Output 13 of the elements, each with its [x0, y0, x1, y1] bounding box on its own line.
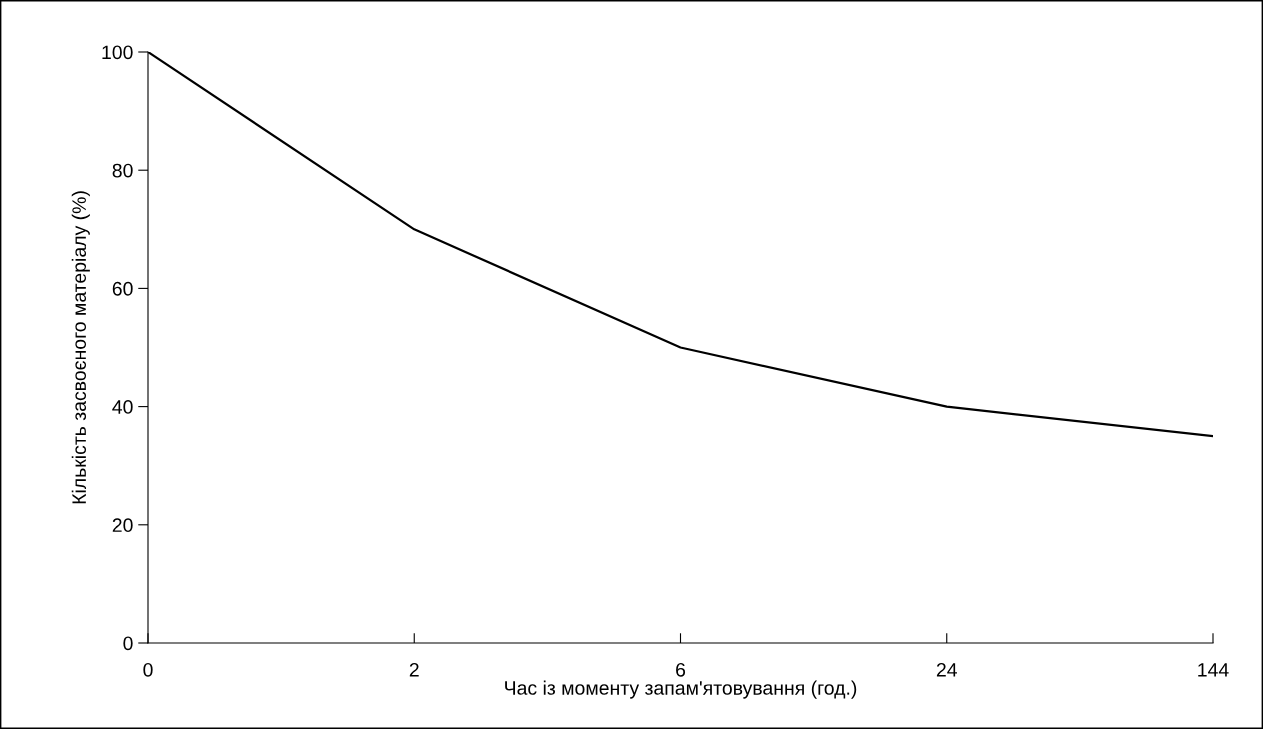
x-axis-title: Час із моменту запам'ятовування (год.) — [505, 680, 857, 699]
y-axis-title: Кількість засвоєного матеріалу (%) — [71, 191, 90, 504]
x-tick-label: 0 — [143, 662, 153, 677]
y-tick-label: 0 — [123, 636, 133, 651]
x-tick-label: 24 — [936, 662, 957, 677]
y-tick-label: 80 — [112, 163, 133, 178]
y-tick-label: 40 — [112, 400, 133, 414]
y-tick-label: 60 — [112, 281, 133, 296]
y-tick-label: 100 — [102, 45, 133, 60]
x-tick-label: 2 — [409, 662, 419, 677]
x-tick-label: 144 — [1198, 663, 1229, 677]
x-tick-label: 6 — [676, 662, 686, 677]
y-tick-label: 20 — [112, 518, 133, 533]
